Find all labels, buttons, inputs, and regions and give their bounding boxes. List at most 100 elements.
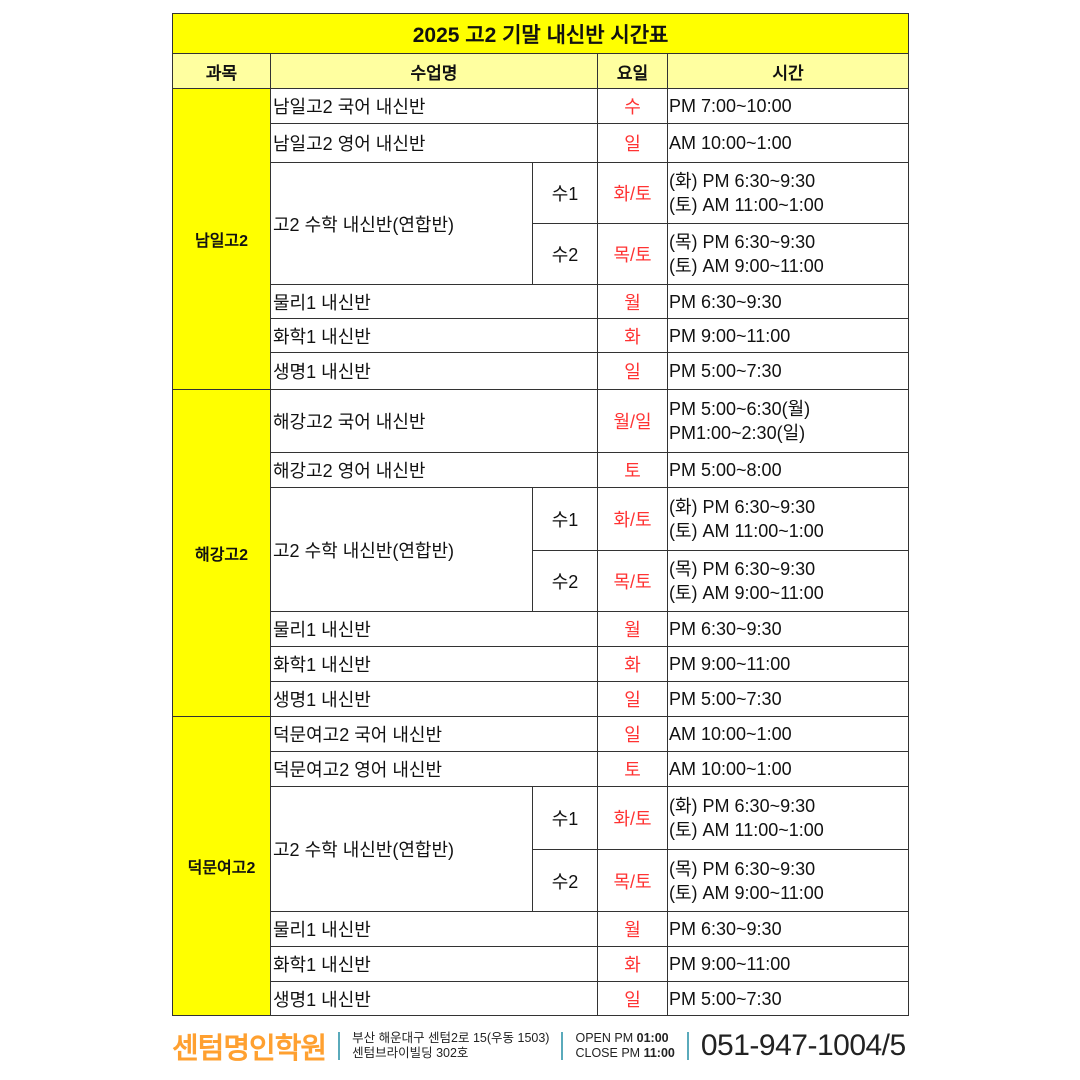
table-row: 화학1 내신반 화 PM 9:00~11:00 — [173, 318, 910, 353]
time-cell: PM 7:00~10:00 — [666, 88, 910, 124]
day-cell: 일 — [597, 123, 668, 163]
business-hours: OPEN PM 01:00 CLOSE PM 11:00 — [575, 1031, 674, 1061]
time-line: PM1:00~2:30(일) — [669, 423, 806, 443]
class-name: 남일고2 영어 내신반 — [270, 123, 598, 163]
time-cell: PM 5:00~7:30 — [666, 352, 910, 390]
time-cell: PM 9:00~11:00 — [666, 646, 910, 682]
address-line: 센텀브라이빌딩 302호 — [352, 1046, 469, 1060]
table-row: 생명1 내신반 일 PM 5:00~7:30 — [173, 981, 910, 1016]
time-cell: (화) PM 6:30~9:30 (토) AM 11:00~1:00 — [666, 487, 910, 551]
time-cell: PM 5:00~7:30 — [666, 981, 910, 1016]
day-cell: 토 — [597, 751, 668, 787]
address-line: 부산 해운대구 센텀2로 15(우동 1503) — [352, 1031, 550, 1045]
day-cell: 월 — [597, 284, 668, 319]
class-name: 고2 수학 내신반(연합반) — [270, 162, 533, 285]
time-line: (토) AM 11:00~1:00 — [669, 521, 824, 541]
day-cell: 수 — [597, 88, 668, 124]
table-row: 물리1 내신반 월 PM 6:30~9:30 — [173, 284, 910, 319]
time-line: AM 10:00~1:00 — [669, 759, 792, 779]
day-cell: 목/토 — [597, 550, 668, 612]
table-row: 고2 수학 내신반(연합반) 수1 화/토 (화) PM 6:30~9:30 (토) A… — [173, 162, 910, 285]
phone-number: 051-947-1004/5 — [700, 1029, 906, 1062]
header-day: 요일 — [597, 53, 668, 89]
day-cell: 화 — [597, 318, 668, 353]
time-line: (화) PM 6:30~9:30 — [669, 497, 816, 517]
sub-class-label: 수1 — [532, 162, 598, 224]
day-cell: 화 — [597, 946, 668, 982]
time-line: (화) PM 6:30~9:30 — [669, 171, 816, 191]
class-name: 해강고2 국어 내신반 — [270, 389, 598, 453]
day-cell: 월 — [597, 911, 668, 947]
sub-class-label: 수1 — [532, 786, 598, 850]
open-label: OPEN PM — [575, 1031, 634, 1045]
divider — [561, 1032, 564, 1060]
divider — [338, 1032, 341, 1060]
close-time: 11:00 — [643, 1046, 675, 1060]
table-row: 화학1 내신반 화 PM 9:00~11:00 — [173, 946, 910, 982]
sub-class-label: 수2 — [532, 849, 598, 912]
class-name: 생명1 내신반 — [270, 981, 598, 1016]
time-line: PM 9:00~11:00 — [669, 325, 791, 346]
time-cell: PM 6:30~9:30 — [666, 284, 910, 319]
time-cell: (화) PM 6:30~9:30 (토) AM 11:00~1:00 — [666, 786, 910, 850]
time-line: PM 7:00~10:00 — [669, 96, 792, 116]
time-cell: PM 5:00~6:30(월) PM1:00~2:30(일) — [666, 389, 910, 453]
close-label: CLOSE PM — [575, 1046, 641, 1060]
time-cell: PM 6:30~9:30 — [666, 911, 910, 947]
time-cell: AM 10:00~1:00 — [666, 716, 910, 752]
day-cell: 토 — [597, 452, 668, 488]
day-cell: 화/토 — [597, 487, 668, 551]
address: 부산 해운대구 센텀2로 15(우동 1503) 센텀브라이빌딩 302호 — [352, 1031, 549, 1061]
time-line: (토) AM 9:00~11:00 — [669, 256, 824, 276]
day-cell: 일 — [597, 981, 668, 1016]
time-cell: PM 6:30~9:30 — [666, 611, 910, 647]
day-cell: 일 — [597, 716, 668, 752]
subject-cell: 남일고2 — [172, 88, 271, 390]
table-row: 남일고2 영어 내신반 일 AM 10:00~1:00 — [173, 123, 910, 163]
class-name: 물리1 내신반 — [270, 284, 598, 319]
table-row: 생명1 내신반 일 PM 5:00~7:30 — [173, 352, 910, 390]
class-name: 물리1 내신반 — [270, 611, 598, 647]
class-name: 화학1 내신반 — [270, 946, 598, 982]
time-line: (토) AM 11:00~1:00 — [669, 195, 824, 215]
class-name: 화학1 내신반 — [270, 646, 598, 682]
class-name: 생명1 내신반 — [270, 352, 598, 390]
class-name: 덕문여고2 국어 내신반 — [270, 716, 598, 752]
timetable-title: 2025 고2 기말 내신반 시간표 — [171, 13, 910, 54]
time-cell: (목) PM 6:30~9:30 (토) AM 9:00~11:00 — [666, 849, 910, 912]
time-line: (화) PM 6:30~9:30 — [669, 796, 816, 816]
table-row: 화학1 내신반 화 PM 9:00~11:00 — [173, 646, 910, 682]
day-cell: 화/토 — [597, 786, 668, 850]
day-cell: 목/토 — [597, 849, 668, 912]
time-cell: (목) PM 6:30~9:30 (토) AM 9:00~11:00 — [666, 550, 910, 612]
time-line: PM 9:00~11:00 — [669, 654, 791, 674]
time-line: (목) PM 6:30~9:30 — [669, 559, 816, 579]
class-name: 남일고2 국어 내신반 — [270, 88, 598, 124]
table-row: 수2 목/토 (목) PM 6:30~9:30 (토) AM 9:00~11:00 — [173, 849, 910, 912]
day-cell: 일 — [597, 681, 668, 717]
time-line: (목) PM 6:30~9:30 — [669, 232, 816, 252]
day-cell: 월 — [597, 611, 668, 647]
time-line: AM 10:00~1:00 — [669, 133, 792, 153]
class-name: 고2 수학 내신반(연합반) — [270, 786, 533, 912]
time-line: (토) AM 9:00~11:00 — [669, 583, 824, 603]
time-line: PM 6:30~9:30 — [669, 619, 782, 639]
time-line: AM 10:00~1:00 — [669, 724, 792, 744]
time-cell: PM 9:00~11:00 — [666, 946, 910, 982]
day-cell: 화 — [597, 646, 668, 682]
time-line: (목) PM 6:30~9:30 — [669, 858, 816, 879]
sub-class-label: 수2 — [532, 550, 598, 612]
class-name: 해강고2 영어 내신반 — [270, 452, 598, 488]
time-cell: AM 10:00~1:00 — [666, 123, 910, 163]
time-cell: (목) PM 6:30~9:30 (토) AM 9:00~11:00 — [666, 223, 910, 285]
header-time: 시간 — [666, 53, 910, 89]
table-row: 수2 목/토 (목) PM 6:30~9:30 (토) AM 9:00~11:00 — [173, 550, 910, 612]
table-row: 생명1 내신반 일 PM 5:00~7:30 — [173, 681, 910, 717]
class-name: 화학1 내신반 — [270, 318, 598, 353]
day-cell: 월/일 — [597, 389, 668, 453]
class-name: 생명1 내신반 — [270, 681, 598, 717]
time-line: PM 5:00~7:30 — [669, 689, 782, 709]
divider — [686, 1032, 689, 1060]
class-name: 고2 수학 내신반(연합반) — [270, 487, 533, 612]
time-line: PM 5:00~7:30 — [669, 988, 782, 1009]
